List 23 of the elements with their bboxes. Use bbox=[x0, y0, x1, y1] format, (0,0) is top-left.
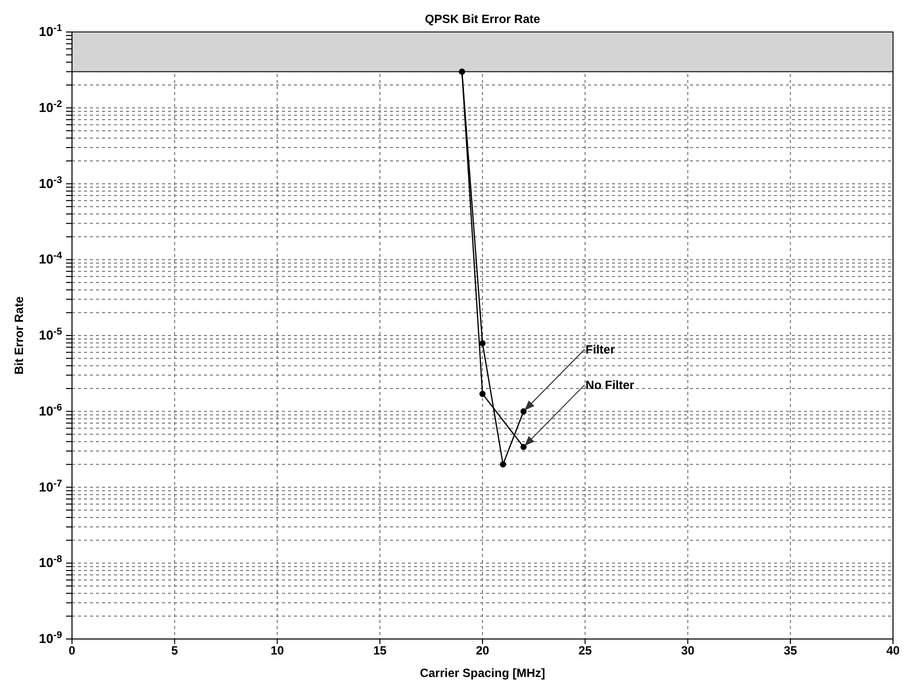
y-tick-label: 10$^{-8}$ bbox=[38, 554, 63, 570]
y-tick-label: 10$^{-6}$ bbox=[38, 402, 63, 418]
x-tick-label: 0 bbox=[68, 644, 76, 658]
x-tick-label: 15 bbox=[373, 644, 387, 658]
x-tick-label: 5 bbox=[171, 644, 178, 658]
y-tick-label: 10$^{-3}$ bbox=[38, 174, 63, 191]
y-tick-label: 10$^{-9}$ bbox=[38, 630, 63, 646]
y-tick-label: 10$^{-1}$ bbox=[38, 22, 63, 39]
text: No Filter bbox=[586, 378, 635, 392]
x-tick-label: 20 bbox=[476, 644, 490, 658]
y-tick-label: 10$^{-7}$ bbox=[38, 478, 62, 494]
x-tick-label: 25 bbox=[578, 644, 592, 658]
x-tick-label: 35 bbox=[784, 644, 798, 658]
x-tick-label: 40 bbox=[886, 644, 900, 658]
chart-title: QPSK Bit Error Rate bbox=[424, 12, 542, 26]
y-tick-label: 10$^{-4}$ bbox=[38, 250, 63, 267]
y-tick-label: 10$^{-2}$ bbox=[38, 98, 63, 115]
text: Filter bbox=[586, 342, 616, 356]
y-tick-label: 10$^{-5}$ bbox=[38, 326, 63, 342]
x-tick-label: 10 bbox=[270, 644, 284, 658]
x-tick-label: 30 bbox=[681, 644, 695, 658]
y-axis-title: Bit Error Rate bbox=[12, 296, 26, 375]
x-axis-title: Carrier Spacing [MHz] bbox=[420, 666, 546, 680]
